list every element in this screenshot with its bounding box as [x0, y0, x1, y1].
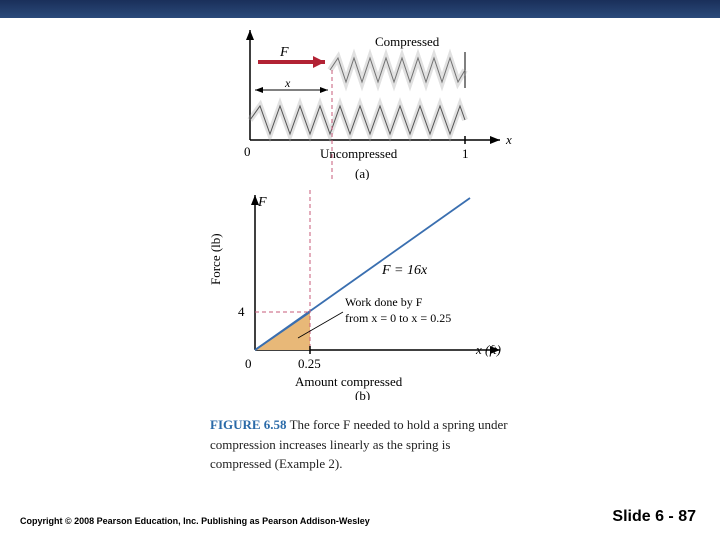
F-top-label: F: [257, 195, 267, 210]
y-axis-label: Force (lb): [208, 233, 223, 285]
origin-label: 0: [244, 144, 251, 159]
force-label: F: [279, 45, 289, 60]
copyright-footer: Copyright © 2008 Pearson Education, Inc.…: [20, 516, 370, 526]
compressed-label: Compressed: [375, 34, 440, 49]
figure-a-svg: x 0 1 Compressed F x Uncompressed: [200, 30, 520, 180]
figure-caption: FIGURE 6.58 The force F needed to hold a…: [210, 415, 510, 474]
work-text-2: from x = 0 to x = 0.25: [345, 311, 451, 325]
top-bar: [0, 0, 720, 18]
figure-b: 4 F Force (lb) 0.25 0 x (ft) F = 16x Wor…: [200, 190, 520, 400]
figure-container: x 0 1 Compressed F x Uncompressed: [180, 30, 540, 474]
slide-number: Slide 6 - 87: [612, 508, 696, 526]
y-tick-4: 4: [238, 304, 245, 319]
sublabel-a: (a): [355, 166, 369, 180]
sublabel-b: (b): [355, 388, 370, 400]
figure-label: FIGURE 6.58: [210, 417, 287, 432]
tick-1: 1: [462, 146, 469, 161]
x-axis-label-b: x (ft): [475, 342, 501, 357]
x-axis-label: x: [505, 132, 512, 147]
figure-b-svg: 4 F Force (lb) 0.25 0 x (ft) F = 16x Wor…: [200, 190, 520, 400]
x-bottom-label: Amount compressed: [295, 374, 403, 389]
equation: F = 16x: [381, 263, 428, 278]
figure-a: x 0 1 Compressed F x Uncompressed: [200, 30, 520, 180]
x-tick-025: 0.25: [298, 356, 321, 371]
x-dim-label: x: [284, 76, 291, 90]
work-text-1: Work done by F: [345, 295, 423, 309]
origin-b: 0: [245, 356, 252, 371]
